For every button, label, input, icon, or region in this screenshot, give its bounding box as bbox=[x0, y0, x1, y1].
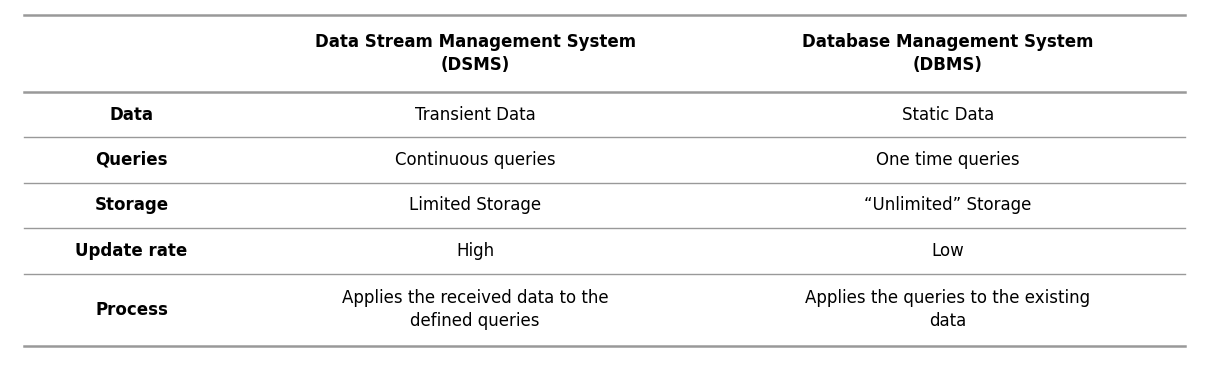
Text: Transient Data: Transient Data bbox=[415, 105, 536, 124]
Text: Process: Process bbox=[96, 301, 168, 319]
Text: Database Management System
(DBMS): Database Management System (DBMS) bbox=[803, 33, 1094, 74]
Text: High: High bbox=[456, 242, 494, 260]
Text: Data: Data bbox=[110, 105, 154, 124]
Text: “Unlimited” Storage: “Unlimited” Storage bbox=[864, 196, 1031, 215]
Text: Update rate: Update rate bbox=[75, 242, 187, 260]
Text: Data Stream Management System
(DSMS): Data Stream Management System (DSMS) bbox=[314, 33, 636, 74]
Text: Storage: Storage bbox=[94, 196, 168, 215]
Text: Continuous queries: Continuous queries bbox=[395, 151, 555, 169]
Text: Applies the queries to the existing
data: Applies the queries to the existing data bbox=[805, 289, 1091, 330]
Text: Applies the received data to the
defined queries: Applies the received data to the defined… bbox=[342, 289, 608, 330]
Text: Static Data: Static Data bbox=[902, 105, 994, 124]
Text: One time queries: One time queries bbox=[877, 151, 1020, 169]
Text: Queries: Queries bbox=[96, 151, 168, 169]
Text: Limited Storage: Limited Storage bbox=[409, 196, 542, 215]
Text: Low: Low bbox=[932, 242, 965, 260]
